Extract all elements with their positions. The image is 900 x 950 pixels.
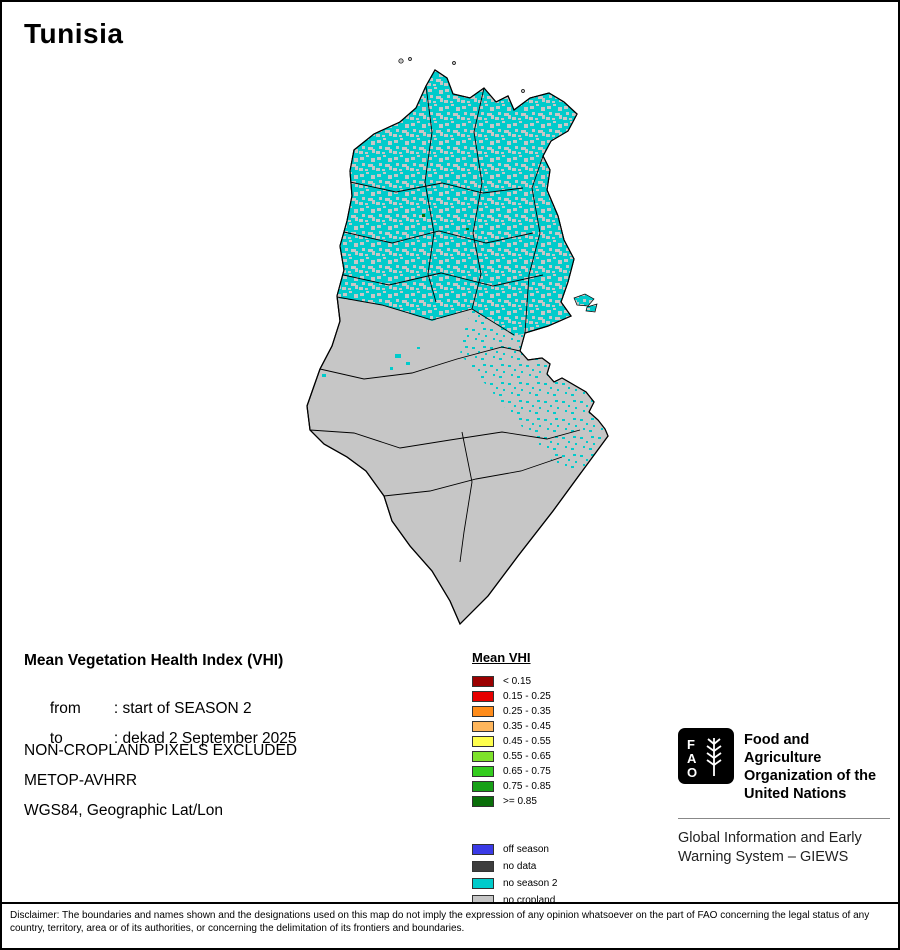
giews-name: Global Information and Early Warning Sys… xyxy=(678,829,890,867)
legend-label: off season xyxy=(503,844,549,855)
legend-swatch xyxy=(472,676,494,687)
legend-row: 0.75 - 0.85 xyxy=(472,779,652,794)
fao-block: F A O Food and Agriculture Organization … xyxy=(678,728,890,867)
map-info-block: Mean Vegetation Health Index (VHI) from:… xyxy=(24,652,454,832)
legend-row: no data xyxy=(472,858,652,875)
legend-swatch xyxy=(472,736,494,747)
legend-swatch xyxy=(472,751,494,762)
info-heading: Mean Vegetation Health Index (VHI) xyxy=(24,652,284,669)
north-cropland-region xyxy=(307,70,608,336)
giews-line: Global Information and Early xyxy=(678,830,862,846)
legend-swatch xyxy=(472,721,494,732)
legend-label: no data xyxy=(503,861,537,872)
oasis-specks xyxy=(322,347,420,377)
legend-label: 0.65 - 0.75 xyxy=(503,766,551,777)
info-sensor: METOP-AVHRR xyxy=(24,772,138,789)
southeast-sparse-region xyxy=(460,309,608,472)
svg-text:A: A xyxy=(687,751,697,766)
info-to-row: to : dekad 2 September 2025 xyxy=(24,712,454,747)
info-from-label: from xyxy=(49,700,81,717)
legend-row: 0.55 - 0.65 xyxy=(472,749,652,764)
country-outline xyxy=(306,69,609,626)
legend-label: 0.75 - 0.85 xyxy=(503,781,551,792)
legend-swatch xyxy=(472,861,494,872)
admin-boundaries xyxy=(309,85,581,563)
fao-name: Food and Agriculture Organization of the… xyxy=(744,728,890,803)
info-projection: WGS84, Geographic Lat/Lon xyxy=(24,802,224,819)
legend-label: no season 2 xyxy=(503,878,558,889)
legend-label: 0.45 - 0.55 xyxy=(503,736,551,747)
legend-label: 0.15 - 0.25 xyxy=(503,691,551,702)
legend-row: 0.45 - 0.55 xyxy=(472,734,652,749)
svg-text:F: F xyxy=(687,737,695,752)
legend-swatch xyxy=(472,766,494,777)
fao-name-line: Organization of the xyxy=(744,768,877,784)
giews-line: Warning System – GIEWS xyxy=(678,849,849,865)
legend-label: >= 0.85 xyxy=(503,796,537,807)
legend-row: 0.65 - 0.75 xyxy=(472,764,652,779)
legend-swatch xyxy=(472,691,494,702)
green-specks xyxy=(422,214,469,230)
info-from-row: from : start of SEASON 2 xyxy=(24,682,454,717)
legend-swatch xyxy=(472,796,494,807)
legend-label: 0.25 - 0.35 xyxy=(503,706,551,717)
info-from-value: : start of SEASON 2 xyxy=(113,700,252,717)
legend-title: Mean VHI xyxy=(472,650,531,665)
legend-vhi-classes: < 0.15 0.15 - 0.25 0.25 - 0.35 0.35 - 0.… xyxy=(472,674,652,809)
legend-row: >= 0.85 xyxy=(472,794,652,809)
islands xyxy=(398,57,598,313)
disclaimer: Disclaimer: The boundaries and names sho… xyxy=(2,902,898,948)
fao-name-line: Food and Agriculture xyxy=(744,732,822,766)
legend-swatch xyxy=(472,878,494,889)
country-shape xyxy=(306,69,609,626)
legend-label: no cropland xyxy=(503,895,556,906)
legend-row: < 0.15 xyxy=(472,674,652,689)
info-to-value: : dekad 2 September 2025 xyxy=(113,730,297,747)
legend-label: 0.35 - 0.45 xyxy=(503,721,551,732)
legend-label: < 0.15 xyxy=(503,676,532,687)
legend: Mean VHI < 0.15 0.15 - 0.25 0.25 - 0.35 … xyxy=(472,650,652,909)
legend-status-classes: off season no data no season 2 no cropla… xyxy=(472,841,652,909)
wheat-icon xyxy=(706,738,722,776)
legend-swatch xyxy=(472,781,494,792)
disclaimer-text: Disclaimer: The boundaries and names sho… xyxy=(10,910,870,934)
divider xyxy=(678,818,890,819)
fao-name-line: United Nations xyxy=(744,786,847,802)
info-to-label: to xyxy=(49,730,63,747)
legend-row: off season xyxy=(472,841,652,858)
legend-row: 0.35 - 0.45 xyxy=(472,719,652,734)
legend-row: 0.25 - 0.35 xyxy=(472,704,652,719)
legend-swatch xyxy=(472,844,494,855)
legend-row: 0.15 - 0.25 xyxy=(472,689,652,704)
info-noncropland-note: NON-CROPLAND PIXELS EXCLUDED xyxy=(24,742,298,759)
page-title: Tunisia xyxy=(24,18,124,49)
legend-swatch xyxy=(472,706,494,717)
fao-header: F A O Food and Agriculture Organization … xyxy=(678,728,890,803)
svg-text:O: O xyxy=(687,765,697,780)
legend-row: no season 2 xyxy=(472,875,652,892)
legend-label: 0.55 - 0.65 xyxy=(503,751,551,762)
fao-logo-icon: F A O xyxy=(678,728,734,784)
